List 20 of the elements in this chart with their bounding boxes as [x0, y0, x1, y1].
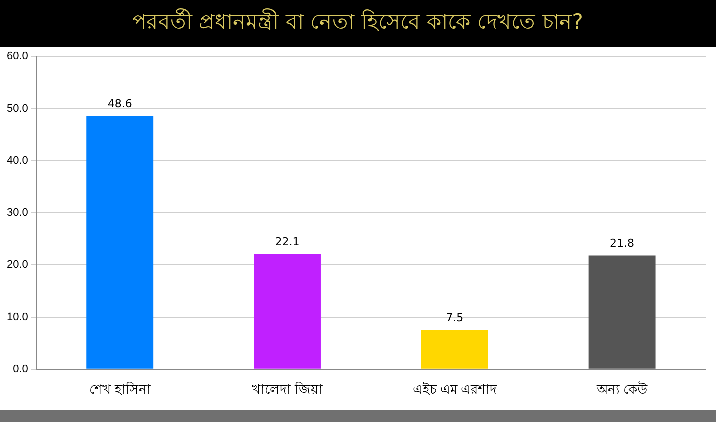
- data-label: 21.8: [610, 237, 635, 250]
- y-tick-label: 60.0: [6, 50, 28, 63]
- x-tick-label: এইচ এম এরশাদ: [412, 382, 498, 397]
- x-tick-label: অন্য কেউ: [596, 382, 649, 397]
- chart-title: পরবর্তী প্রধানমন্ত্রী বা নেতা হিসেবে কাকে দেখতে চান?: [0, 0, 716, 47]
- y-tick-label: 40.0: [6, 154, 28, 167]
- y-tick-label: 10.0: [6, 311, 28, 324]
- bar: [86, 116, 154, 369]
- data-label: 7.5: [446, 312, 464, 325]
- y-tick-label: 50.0: [6, 102, 28, 115]
- data-label: 22.1: [275, 236, 300, 249]
- bar: [588, 256, 656, 369]
- y-tick-label: 30.0: [6, 207, 28, 220]
- bar: [421, 330, 488, 369]
- data-label: 48.6: [108, 97, 132, 110]
- x-tick-label: খালেদা জিয়া: [252, 382, 323, 397]
- bar: [254, 254, 321, 369]
- x-tick-label: শেখ হাসিনা: [89, 382, 151, 397]
- y-tick-label: 20.0: [6, 259, 28, 272]
- y-tick-label: 0.0: [13, 363, 28, 376]
